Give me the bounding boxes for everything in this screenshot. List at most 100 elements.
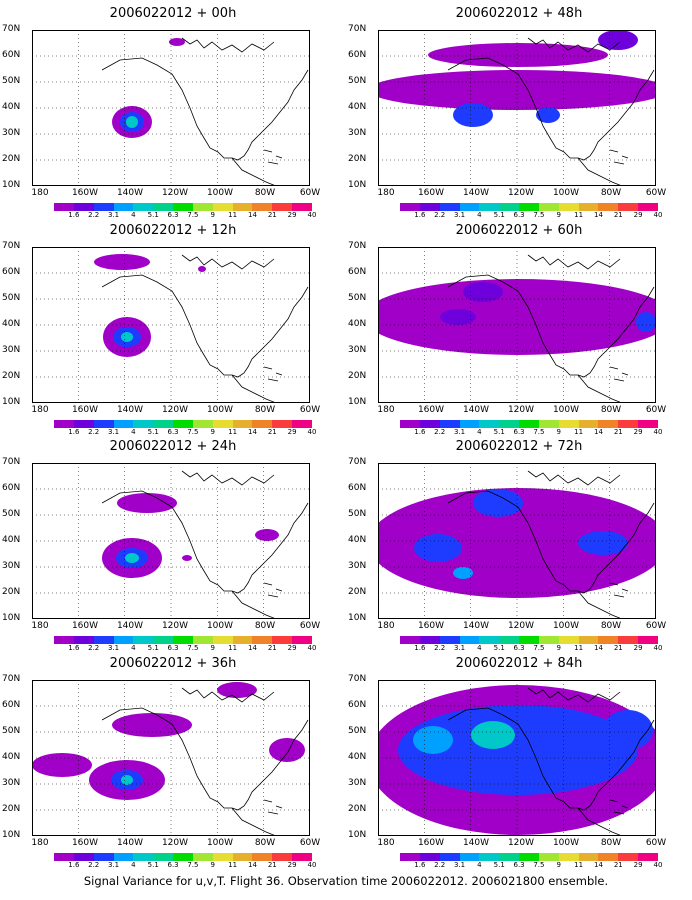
variance-contour [255,529,279,541]
variance-field [32,463,310,619]
colorbar-swatch [618,636,639,644]
longitude-tick-label: 120W [507,621,535,631]
colorbar-swatch [439,203,460,211]
latitude-tick-label: 30N [2,561,21,571]
colorbar-swatch [400,853,420,861]
colorbar-label: 14 [593,861,603,869]
colorbar-swatch [113,420,134,428]
map-plot-area [32,247,310,403]
colorbar-label: 6.3 [513,644,525,652]
figure-caption: Signal Variance for u,v,T. Flight 36. Ob… [83,874,609,888]
colorbar-swatch [400,203,420,211]
colorbar-swatch [272,636,293,644]
colorbar-swatch [499,203,520,211]
colorbar-swatch [272,853,293,861]
longitude-tick-label: 120W [507,188,535,198]
colorbar-label: 11 [228,211,238,219]
colorbar-label: 14 [593,644,603,652]
colorbar-label: 11 [574,428,584,436]
variance-field [32,247,310,403]
latitude-tick-label: 20N [348,587,367,597]
colorbar-swatch [153,636,174,644]
colorbar [54,203,312,211]
colorbar [400,636,658,644]
variance-contour [32,753,92,777]
colorbar-label: 2.2 [434,428,446,436]
longitude-tick-label: 120W [507,838,535,848]
variance-contour [453,567,473,579]
longitude-tick-label: 140W [462,838,490,848]
colorbar [54,853,312,861]
colorbar-labels: 1.6 2.2 3.1 4 5.1 6.3 7.5 9 11 14 21 29 40 [400,428,662,438]
colorbar-swatch [538,853,559,861]
colorbar-label: 2.2 [88,428,100,436]
variance-contour [440,309,476,325]
colorbar-swatch [272,203,293,211]
colorbar-labels: 1.6 2.2 3.1 4 5.1 6.3 7.5 9 11 14 21 29 40 [54,644,316,654]
longitude-tick-label: 160W [71,621,99,631]
colorbar-label: 11 [574,861,584,869]
longitude-tick-label: 100W [552,405,580,415]
longitude-tick-label: 60W [645,188,667,198]
colorbar-swatch [499,420,520,428]
latitude-tick-label: 50N [2,76,21,86]
latitude-tick-label: 20N [2,587,21,597]
colorbar-label: 3.1 [453,428,466,436]
latitude-tick-label: 30N [348,128,367,138]
variance-contour [378,279,656,355]
latitude-tick-label: 10N [348,180,367,190]
longitude-tick-label: 160W [71,188,99,198]
coastline [527,37,621,53]
longitude-tick-label: 180 [31,405,49,415]
latitude-tick-label: 10N [348,397,367,407]
colorbar-label: 4 [477,644,482,652]
variance-contour [121,775,133,785]
colorbar-label: 11 [228,428,238,436]
colorbar-label: 1.6 [68,211,80,219]
colorbar-swatch [93,636,114,644]
latitude-tick-label: 70N [2,457,21,467]
longitude-tick-label: 120W [161,188,189,198]
variance-field [378,463,656,619]
longitude-tick-label: 60W [299,838,321,848]
coastline [527,254,621,270]
variance-contour [198,266,206,272]
longitude-tick-label: 60W [299,405,321,415]
colorbar-label: 7.5 [533,428,545,436]
colorbar-label: 21 [613,644,623,652]
colorbar-label: 7.5 [533,644,545,652]
colorbar-swatch [479,203,500,211]
coastline [263,149,283,165]
colorbar-label: 29 [287,644,297,652]
colorbar-swatch [73,203,94,211]
latitude-tick-label: 10N [2,180,21,190]
colorbar-swatch [538,203,559,211]
latitude-tick-label: 20N [2,154,21,164]
colorbar-label: 9 [556,861,561,869]
colorbar-swatch [459,203,480,211]
colorbar-labels: 1.6 2.2 3.1 4 5.1 6.3 7.5 9 11 14 21 29 40 [400,644,662,654]
colorbar-label: 2.2 [434,644,446,652]
colorbar-swatch [578,420,599,428]
latitude-tick-label: 60N [348,483,367,493]
variance-contour [463,282,503,302]
longitude-tick-label: 180 [31,188,49,198]
latitude-tick-label: 20N [348,804,367,814]
colorbar-swatch [459,636,480,644]
colorbar-label: 40 [307,644,317,652]
variance-field [32,680,310,836]
colorbar-label: 29 [633,861,643,869]
colorbar-label: 5.1 [147,861,159,869]
colorbar-swatch [578,203,599,211]
longitude-tick-label: 180 [377,621,395,631]
variance-contour [182,555,192,561]
latitude-tick-label: 10N [2,397,21,407]
colorbar-label: 14 [247,644,257,652]
colorbar-swatch [638,203,658,211]
latitude-tick-label: 60N [2,700,21,710]
map-panel: 2006022012 + 36h 70N 60N 50N 40N 30N 20N 10N 180… [0,650,346,869]
latitude-tick-label: 60N [348,267,367,277]
latitude-tick-label: 60N [348,700,367,710]
colorbar-label: 4 [131,644,136,652]
colorbar-label: 11 [574,211,584,219]
